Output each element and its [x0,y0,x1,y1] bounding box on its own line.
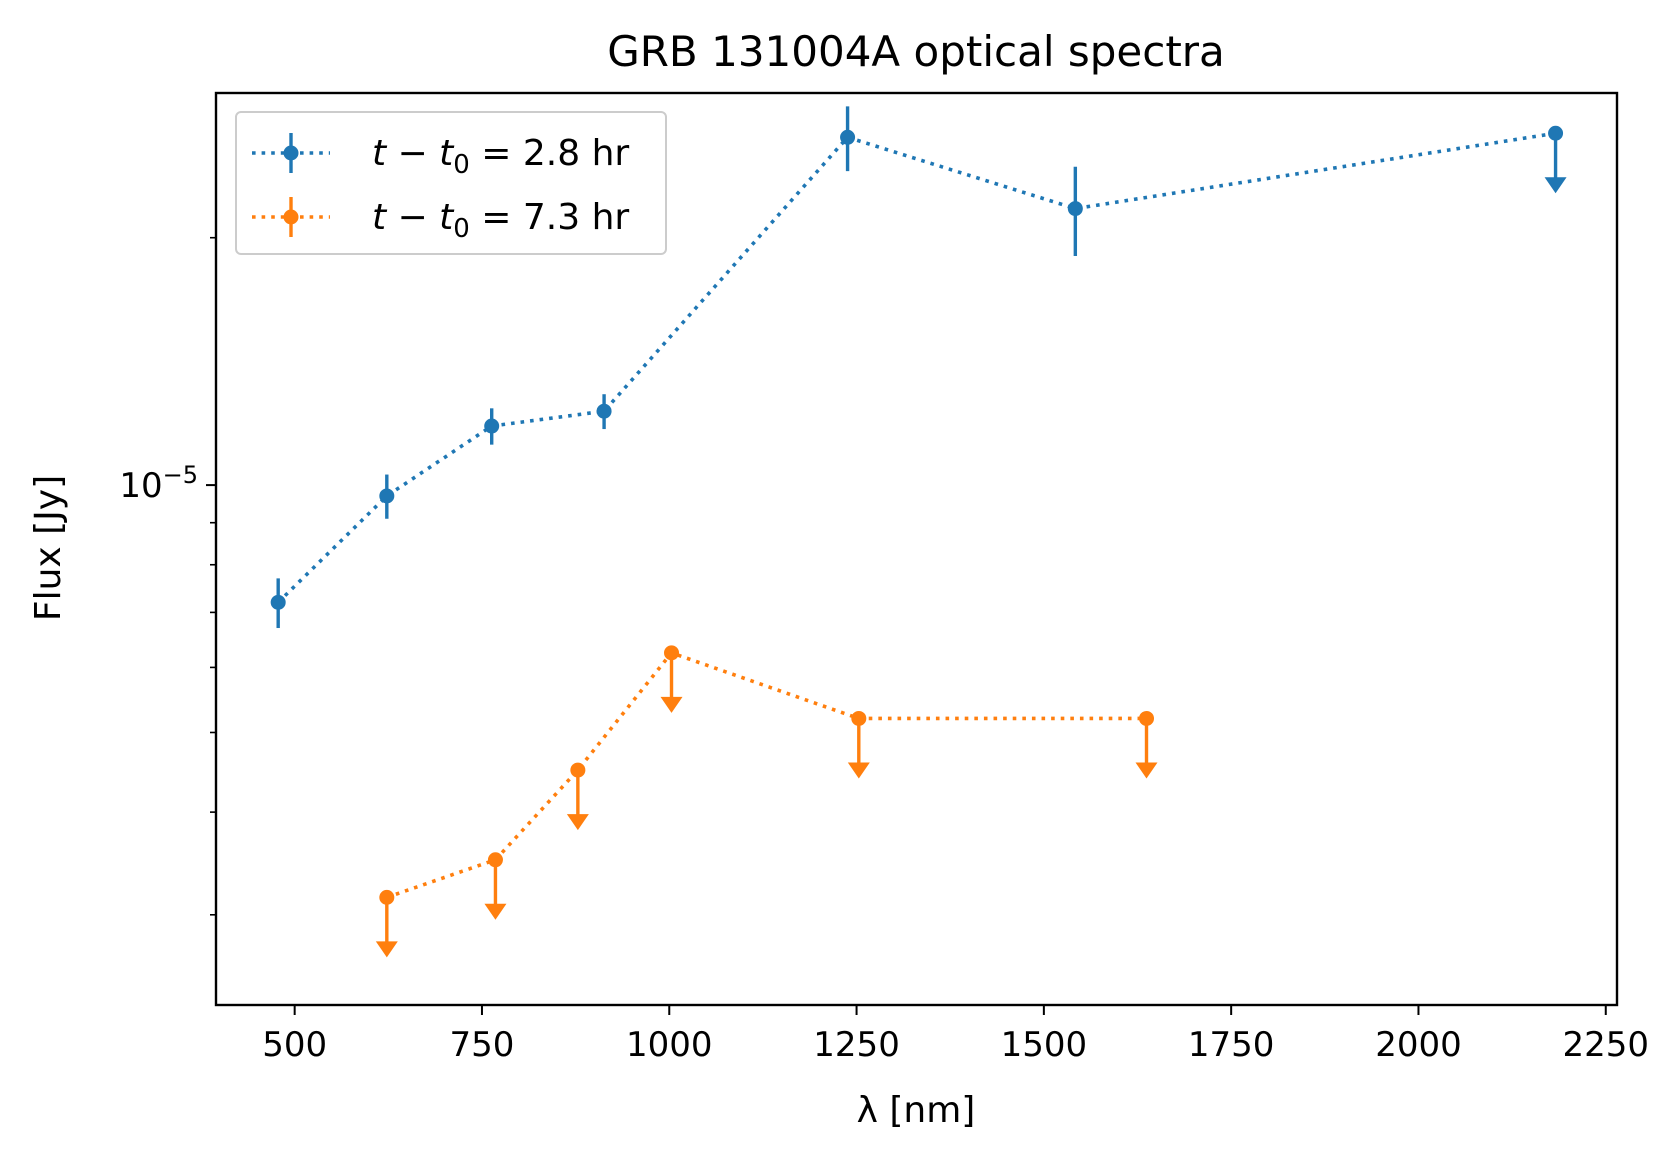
legend-marker [283,145,299,161]
series-2 [375,645,1158,958]
x-tick-label: 500 [262,1025,327,1065]
x-tick-label: 1250 [813,1025,900,1065]
x-tick-label: 1500 [1001,1025,1088,1065]
upper-limit-arrowhead [660,696,683,713]
data-point [379,889,395,905]
upper-limit-arrowhead [1135,762,1158,779]
data-point [851,710,867,726]
data-point [484,418,500,434]
y-tick-label: 10−5 [119,461,198,506]
data-point [840,129,856,145]
data-point [570,762,586,778]
x-tick-label: 1750 [1188,1025,1275,1065]
legend-entry-2: t − t0 = 7.3 hr [252,197,629,244]
x-tick-label: 750 [450,1025,515,1065]
data-point [1139,710,1155,726]
y-axis: 10−5 [119,236,216,916]
x-tick-label: 2000 [1375,1025,1462,1065]
series-1 [270,106,1567,629]
legend: t − t0 = 2.8 hr t − t0 = 7.3 hr [235,111,667,255]
upper-limit-arrowhead [566,814,589,831]
upper-limit-arrowhead [1544,177,1567,194]
x-axis: 500 750 1000 1250 1500 1750 2000 2250 [262,1005,1649,1065]
legend-label: t − t0 = 2.8 hr [372,133,629,180]
data-point [1067,201,1083,217]
x-tick-label: 1000 [626,1025,713,1065]
plot-area [270,106,1567,958]
x-tick-label: 2250 [1562,1025,1649,1065]
chart-title: GRB 131004A optical spectra [607,27,1225,76]
legend-box [235,111,667,255]
data-point [1548,125,1564,141]
data-point [379,488,395,504]
upper-limit-arrowhead [375,941,398,958]
data-point [596,403,612,419]
legend-label: t − t0 = 7.3 hr [372,197,629,244]
upper-limit-arrowhead [484,903,507,920]
upper-limit-arrowhead [847,762,870,779]
data-point [270,594,286,610]
legend-marker [283,209,299,225]
plot-frame [214,91,1619,1007]
data-point [664,645,680,661]
y-axis-label: Flux [Jy] [28,475,69,621]
x-axis-label: λ [nm] [857,1090,976,1131]
data-point [487,852,503,868]
legend-entry-1: t − t0 = 2.8 hr [252,133,629,180]
